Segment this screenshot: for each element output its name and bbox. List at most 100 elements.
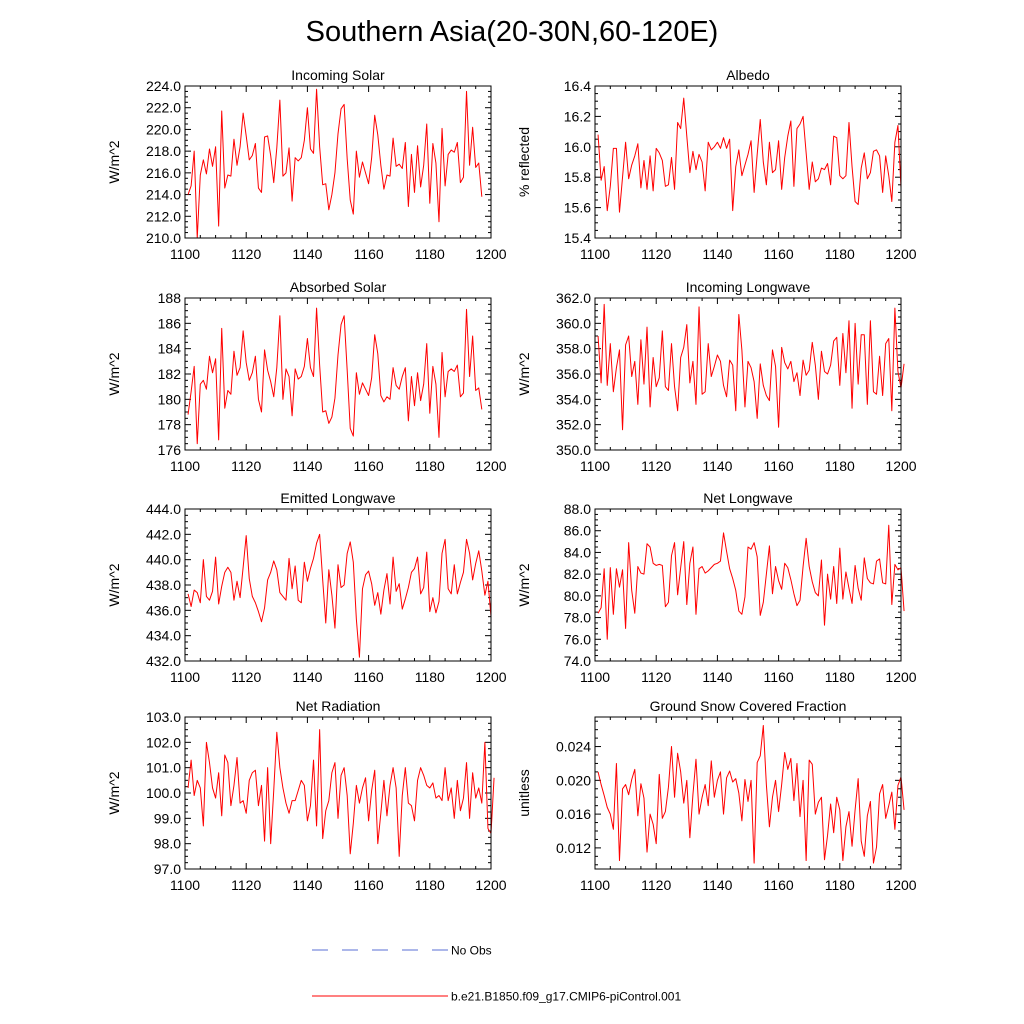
absorbed-solar-ytick-label: 182 [158,366,182,382]
incoming-longwave-ytick-label: 350.0 [556,442,591,458]
net-longwave-series-line [597,524,905,640]
albedo-ytick-label: 15.6 [564,200,591,216]
albedo-ytick-label: 16.2 [564,108,591,124]
figure-title: Southern Asia(20-30N,60-120E) [306,16,719,48]
net-radiation-xtick-label: 1200 [475,877,506,893]
net-radiation-ylabel: W/m^2 [106,771,122,814]
albedo-series-line [597,97,902,213]
incoming-longwave-xtick-label: 1100 [580,458,610,474]
net-radiation-ytick-label: 103.0 [146,709,181,725]
net-longwave-xtick-label: 1120 [641,669,671,685]
incoming-solar-xtick-label: 1140 [292,246,322,262]
albedo-ytick-label: 15.8 [564,169,591,185]
net-radiation-ytick-label: 97.0 [154,861,181,877]
net-longwave-ytick-label: 78.0 [564,610,591,626]
incoming-solar-ytick-label: 210.0 [146,230,181,246]
net-longwave-panel: Net Longwave W/m^2 1100 1120 1140 1160 1180 120… [516,490,917,685]
net-longwave-ytick-label: 84.0 [564,544,591,560]
incoming-longwave-ylabel: W/m^2 [516,352,532,395]
net-longwave-xtick-label: 1200 [885,669,916,685]
net-radiation-xtick-label: 1120 [231,877,261,893]
albedo-xtick-label: 1100 [580,246,610,262]
absorbed-solar-ytick-label: 186 [158,315,182,331]
net-longwave-ytick-label: 86.0 [564,523,591,539]
incoming-solar-xtick-label: 1160 [354,246,384,262]
ground-snow-covered-fraction-xtick-label: 1100 [580,877,610,893]
legend: No Obs b.e21.B1850.f09_g17.CMIP6-piContr… [312,944,681,1004]
incoming-longwave-frame [594,297,902,451]
emitted-longwave-ylabel: W/m^2 [106,563,122,606]
albedo-ytick-label: 16.0 [564,139,591,155]
incoming-solar-title: Incoming Solar [291,67,385,83]
absorbed-solar-frame [184,297,492,451]
incoming-longwave-panel: Incoming Longwave W/m^2 1100 1120 1140 1160 11… [516,279,917,474]
absorbed-solar-xtick-label: 1140 [292,458,322,474]
emitted-longwave-ytick-label: 434.0 [146,628,181,644]
incoming-longwave-ytick-label: 352.0 [556,417,591,433]
ground-snow-covered-fraction-series-line [597,724,905,864]
net-longwave-frame [594,508,902,662]
emitted-longwave-xtick-label: 1120 [231,669,261,685]
albedo-xtick-label: 1160 [764,246,794,262]
albedo-ylabel: % reflected [516,127,532,197]
net-radiation-xtick-label: 1160 [354,877,384,893]
net-radiation-title: Net Radiation [296,698,381,714]
incoming-solar-ylabel: W/m^2 [106,140,122,183]
incoming-solar-ytick-label: 216.0 [146,165,181,181]
incoming-longwave-xtick-label: 1120 [641,458,671,474]
net-radiation-xtick-label: 1180 [415,877,445,893]
incoming-solar-ytick-label: 222.0 [146,100,181,116]
net-longwave-xtick-label: 1160 [764,669,794,685]
ground-snow-covered-fraction-title: Ground Snow Covered Fraction [650,698,847,714]
albedo-xtick-label: 1120 [641,246,671,262]
absorbed-solar-xtick-label: 1160 [354,458,384,474]
absorbed-solar-ytick-label: 188 [158,290,182,306]
net-longwave-xtick-label: 1100 [580,669,610,685]
net-radiation-ytick-label: 100.0 [146,785,181,801]
incoming-longwave-ytick-label: 358.0 [556,341,591,357]
ground-snow-covered-fraction-ytick-label: 0.024 [556,739,591,755]
net-radiation-panel: Net Radiation W/m^2 1100 1120 1140 1160 1180 12… [106,698,507,893]
absorbed-solar-xtick-label: 1120 [231,458,261,474]
emitted-longwave-ytick-label: 444.0 [146,501,181,517]
emitted-longwave-ytick-label: 440.0 [146,552,181,568]
incoming-solar-ytick-label: 212.0 [146,208,181,224]
panels: Incoming Solar W/m^2 1100 1120 1140 1160 1180 1… [106,67,917,893]
albedo-frame [594,85,902,239]
net-radiation-ytick-label: 98.0 [154,836,181,852]
net-radiation-ytick-label: 102.0 [146,734,181,750]
incoming-solar-xtick-label: 1180 [415,246,445,262]
emitted-longwave-series-line [187,533,492,658]
albedo-ytick-label: 16.4 [564,78,591,94]
albedo-xtick-label: 1200 [885,246,916,262]
net-longwave-title: Net Longwave [703,490,793,506]
net-radiation-ytick-label: 101.0 [146,760,181,776]
legend-model-label: b.e21.B1850.f09_g17.CMIP6-piControl.001 [451,990,681,1004]
emitted-longwave-panel: Emitted Longwave W/m^2 1100 1120 1140 1160 118… [106,490,507,685]
ground-snow-covered-fraction-xtick-label: 1200 [885,877,916,893]
legend-obs-label: No Obs [451,944,492,958]
net-longwave-ytick-label: 80.0 [564,588,591,604]
absorbed-solar-ylabel: W/m^2 [106,352,122,395]
net-longwave-ytick-label: 82.0 [564,566,591,582]
absorbed-solar-ytick-label: 184 [158,341,182,357]
albedo-xtick-label: 1140 [702,246,732,262]
emitted-longwave-frame [184,508,492,662]
absorbed-solar-ytick-label: 176 [158,442,182,458]
emitted-longwave-xtick-label: 1100 [170,669,200,685]
ground-snow-covered-fraction-xtick-label: 1180 [825,877,855,893]
incoming-longwave-xtick-label: 1160 [764,458,794,474]
ground-snow-covered-fraction-ylabel: unitless [516,769,532,816]
net-longwave-ytick-label: 76.0 [564,631,591,647]
incoming-solar-ytick-label: 220.0 [146,121,181,137]
absorbed-solar-xtick-label: 1200 [475,458,506,474]
incoming-longwave-xtick-label: 1200 [885,458,916,474]
incoming-longwave-title: Incoming Longwave [686,279,811,295]
absorbed-solar-ytick-label: 178 [158,417,182,433]
emitted-longwave-title: Emitted Longwave [280,490,395,506]
net-longwave-ylabel: W/m^2 [516,563,532,606]
incoming-longwave-series-line [597,303,905,431]
incoming-solar-xtick-label: 1100 [170,246,200,262]
emitted-longwave-xtick-label: 1160 [354,669,384,685]
